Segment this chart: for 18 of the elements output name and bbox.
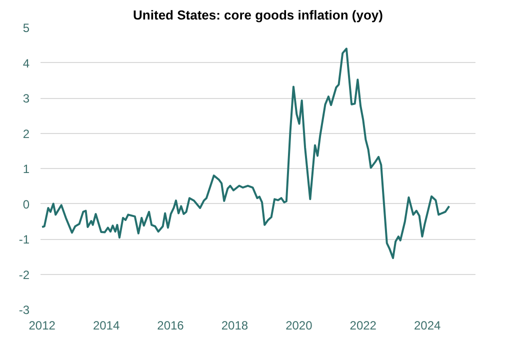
x-tick-label: 2024 (414, 318, 442, 332)
x-tick-label: 2014 (92, 318, 120, 332)
y-tick-label: 5 (22, 21, 30, 35)
y-tick-label: -1 (18, 232, 30, 246)
y-tick-label: -2 (18, 268, 30, 282)
x-tick-label: 2020 (286, 318, 313, 332)
x-tick-label: 2022 (350, 318, 377, 332)
chart-title: United States: core goods inflation (yoy) (133, 8, 383, 22)
y-tick-label: -3 (18, 303, 30, 317)
y-tick-label: 3 (22, 92, 30, 106)
y-tick-label: 0 (22, 197, 30, 212)
y-tick-label: 2 (22, 126, 30, 141)
y-tick-label: 4 (22, 56, 30, 70)
line-series (41, 48, 450, 260)
x-tick-label: 2016 (157, 318, 184, 332)
y-tick-label: 1 (22, 162, 30, 176)
x-tick-label: 2012 (28, 318, 56, 332)
x-tick-label: 2018 (221, 318, 248, 332)
